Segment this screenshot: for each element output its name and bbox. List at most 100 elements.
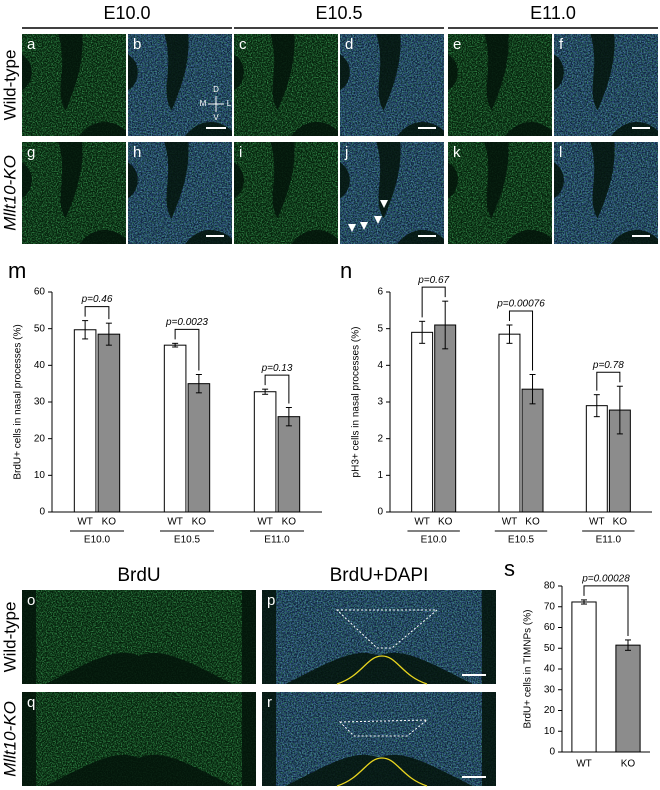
- bar: [521, 388, 544, 513]
- y-tick-label: 50: [544, 643, 556, 654]
- significance-bracket: [264, 374, 290, 404]
- tissue-gap: [448, 142, 552, 244]
- bar: [434, 324, 457, 513]
- p-value: p=0.67: [417, 275, 449, 286]
- tissue-gap: [128, 34, 232, 136]
- panel-letter: f: [559, 36, 564, 53]
- y-tick-label: 4: [377, 360, 383, 371]
- y-tick-label: 60: [34, 287, 46, 298]
- y-tick-label: 40: [544, 664, 556, 675]
- column-header: BrdU+DAPI: [330, 565, 429, 586]
- bar-label: WT: [167, 517, 183, 528]
- p-value: p=0.00028: [581, 574, 630, 585]
- y-tick-label: 5: [377, 323, 383, 334]
- y-tick-label: 30: [34, 397, 46, 408]
- tissue-gap: [340, 142, 444, 244]
- bar: [187, 383, 211, 513]
- tissue-gap: [448, 34, 552, 136]
- panel-letter: k: [453, 144, 461, 161]
- bar-label: WT: [257, 517, 273, 528]
- p-value: p=0.78: [592, 360, 624, 371]
- bar: [615, 644, 641, 753]
- y-tick-label: 10: [34, 470, 46, 481]
- panel-letter: l: [559, 144, 562, 161]
- bar: [163, 344, 187, 513]
- arrowhead: [360, 222, 368, 230]
- bar-label: KO: [192, 517, 207, 528]
- tissue-gap: [22, 590, 256, 684]
- chart-letter: n: [340, 258, 352, 283]
- significance-bracket: [508, 310, 534, 371]
- bar: [277, 416, 301, 513]
- y-tick-label: 2: [377, 433, 383, 444]
- y-tick-label: 20: [544, 705, 556, 716]
- timnp-outline: [338, 719, 429, 737]
- y-tick-label: 6: [377, 287, 383, 298]
- p-value: p=0.13: [261, 363, 293, 374]
- panel-letter: d: [345, 36, 353, 53]
- tissue-gap: [262, 692, 496, 786]
- panel-letter: a: [27, 36, 36, 53]
- bar: [571, 601, 597, 753]
- x-tick-label: WT: [576, 759, 592, 770]
- x-tick-label: KO: [621, 759, 636, 770]
- timnp-outline: [335, 609, 439, 649]
- epithelium-outline: [336, 655, 428, 685]
- arrowhead: [380, 200, 388, 208]
- column-header: E11.0: [530, 3, 576, 23]
- tissue-gap: [554, 34, 658, 136]
- orientation-label: M: [200, 99, 207, 108]
- y-tick-label: 10: [544, 726, 556, 737]
- y-tick-label: 0: [377, 507, 383, 518]
- panel-letter: g: [27, 144, 35, 161]
- tissue-gap: [128, 142, 232, 244]
- tissue-gap: [22, 34, 126, 136]
- x-tick-label: E11.0: [264, 535, 290, 546]
- orientation-label: L: [227, 99, 232, 108]
- bar: [498, 333, 521, 513]
- bar: [73, 329, 97, 513]
- row-label: Wild-type: [0, 50, 19, 121]
- orientation-label: V: [213, 113, 219, 122]
- y-axis-title: BrdU+ cells in TIMNPs (%): [523, 609, 534, 728]
- panel-letter: j: [344, 144, 348, 161]
- bar: [97, 333, 121, 513]
- significance-bracket: [421, 286, 446, 318]
- bar-label: KO: [282, 517, 297, 528]
- arrowhead: [348, 224, 356, 232]
- y-axis-title: BrdU+ cells in nasal processes (%): [13, 324, 24, 479]
- panel-letter: e: [453, 36, 461, 53]
- y-tick-label: 80: [544, 581, 556, 592]
- bar-label: KO: [613, 517, 628, 528]
- y-tick-label: 0: [549, 747, 555, 758]
- bar-label: WT: [589, 517, 605, 528]
- panel-letter: p: [267, 592, 275, 609]
- chart-letter: m: [8, 258, 26, 283]
- y-axis-title: pH3+ cells in nasal processes (%): [351, 327, 362, 478]
- significance-bracket: [84, 306, 110, 320]
- column-header: E10.5: [315, 3, 362, 23]
- y-tick-label: 60: [544, 622, 556, 633]
- bar-label: WT: [502, 517, 518, 528]
- bar-label: WT: [414, 517, 430, 528]
- bar: [585, 405, 608, 513]
- panel-letter: o: [27, 592, 35, 609]
- panel-letter: i: [239, 144, 242, 161]
- x-tick-label: E11.0: [596, 535, 622, 546]
- orientation-label: D: [213, 85, 219, 94]
- y-tick-label: 20: [34, 433, 46, 444]
- y-tick-label: 50: [34, 323, 46, 334]
- significance-bracket: [174, 328, 200, 371]
- column-header: E10.0: [103, 3, 150, 23]
- bar-label: KO: [438, 517, 453, 528]
- column-header: BrdU: [117, 565, 160, 586]
- bar: [411, 331, 434, 513]
- row-label: Wild-type: [0, 602, 19, 673]
- significance-bracket: [596, 371, 621, 391]
- bar-label: KO: [102, 517, 117, 528]
- significance-bracket: [583, 585, 629, 636]
- tissue-gap: [234, 34, 338, 136]
- tissue-gap: [340, 34, 444, 136]
- panel-letter: q: [27, 694, 35, 711]
